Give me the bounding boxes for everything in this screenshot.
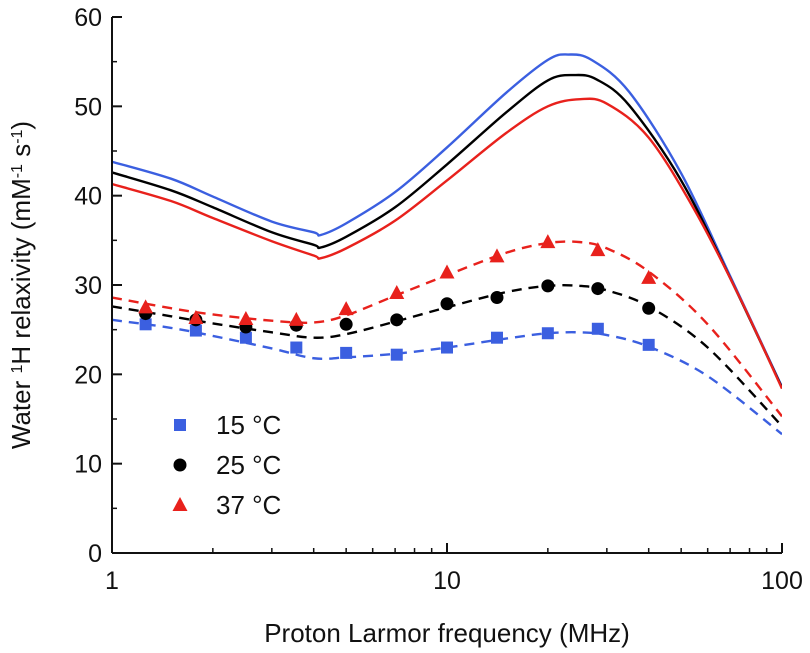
y-title-text: Water <box>6 374 36 450</box>
y-tick-label: 50 <box>74 93 102 121</box>
data-point-15-c <box>441 341 453 354</box>
data-point-37-c <box>238 310 254 325</box>
data-point-25-c <box>390 313 404 327</box>
theory-line-25-c <box>112 73 782 389</box>
axis-ticks: 1 10 100 0 10 20 30 40 50 60 <box>74 4 803 595</box>
y-tick-label: 20 <box>74 361 102 389</box>
legend-label: 15 °C <box>216 410 281 440</box>
y-tick-label: 30 <box>74 272 102 300</box>
data-point-15-c <box>490 331 503 344</box>
data-point-37-c <box>338 301 354 316</box>
data-point-15-c <box>642 338 655 351</box>
data-point-25-c <box>541 279 555 293</box>
y-tick-label: 10 <box>74 451 102 479</box>
data-point-25-c <box>642 301 656 315</box>
x-tick-label: 10 <box>433 567 461 595</box>
data-point-37-c <box>288 311 304 326</box>
y-title-superscript: -1 <box>9 129 26 143</box>
data-point-37-c <box>489 248 505 263</box>
data-point-37-c <box>138 299 154 314</box>
legend: 15 °C 25 °C 37 °C <box>172 410 281 520</box>
theory-curves <box>112 53 782 390</box>
data-point-15-c <box>290 341 303 354</box>
data-point-37-c <box>590 242 606 257</box>
data-point-37-c <box>188 310 204 325</box>
y-tick-label: 40 <box>74 183 102 211</box>
legend-label: 37 °C <box>216 490 281 520</box>
data-point-37-c <box>540 234 556 249</box>
y-title-superscript: 1 <box>9 365 26 374</box>
legend-label: 25 °C <box>216 450 281 480</box>
legend-marker <box>173 458 187 472</box>
data-point-15-c <box>541 327 554 340</box>
y-tick-label: 60 <box>74 4 102 32</box>
y-title-superscript: -1 <box>9 164 26 178</box>
fit-line-15-c <box>112 318 782 436</box>
theory-line-37-c <box>112 97 782 390</box>
data-point-37-c <box>641 269 657 284</box>
data-point-15-c <box>390 348 403 361</box>
fit-line-37-c <box>112 240 782 418</box>
y-title-text: s <box>6 144 36 164</box>
legend-marker <box>174 419 186 431</box>
y-axis-title: Water 1H relaxivity (mM-1 s-1) <box>6 121 36 449</box>
data-point-15-c <box>591 322 604 335</box>
data-point-25-c <box>339 317 353 331</box>
theory-line-15-c <box>112 53 782 388</box>
data-point-25-c <box>490 291 504 305</box>
x-tick-label: 1 <box>105 567 119 595</box>
y-tick-label: 0 <box>88 540 102 568</box>
y-title-text: H relaxivity (mM <box>6 178 36 364</box>
x-axis-title: Proton Larmor frequency (MHz) <box>264 618 630 648</box>
data-markers <box>138 234 657 361</box>
data-point-25-c <box>591 282 605 296</box>
data-point-15-c <box>189 324 202 337</box>
data-point-15-c <box>139 318 152 331</box>
data-point-25-c <box>440 297 454 311</box>
x-tick-label: 100 <box>761 567 803 595</box>
data-point-15-c <box>239 331 252 344</box>
legend-marker <box>172 497 188 511</box>
y-title-text: ) <box>6 121 36 130</box>
data-point-37-c <box>389 285 405 300</box>
data-point-37-c <box>439 264 455 279</box>
data-point-15-c <box>340 346 353 359</box>
